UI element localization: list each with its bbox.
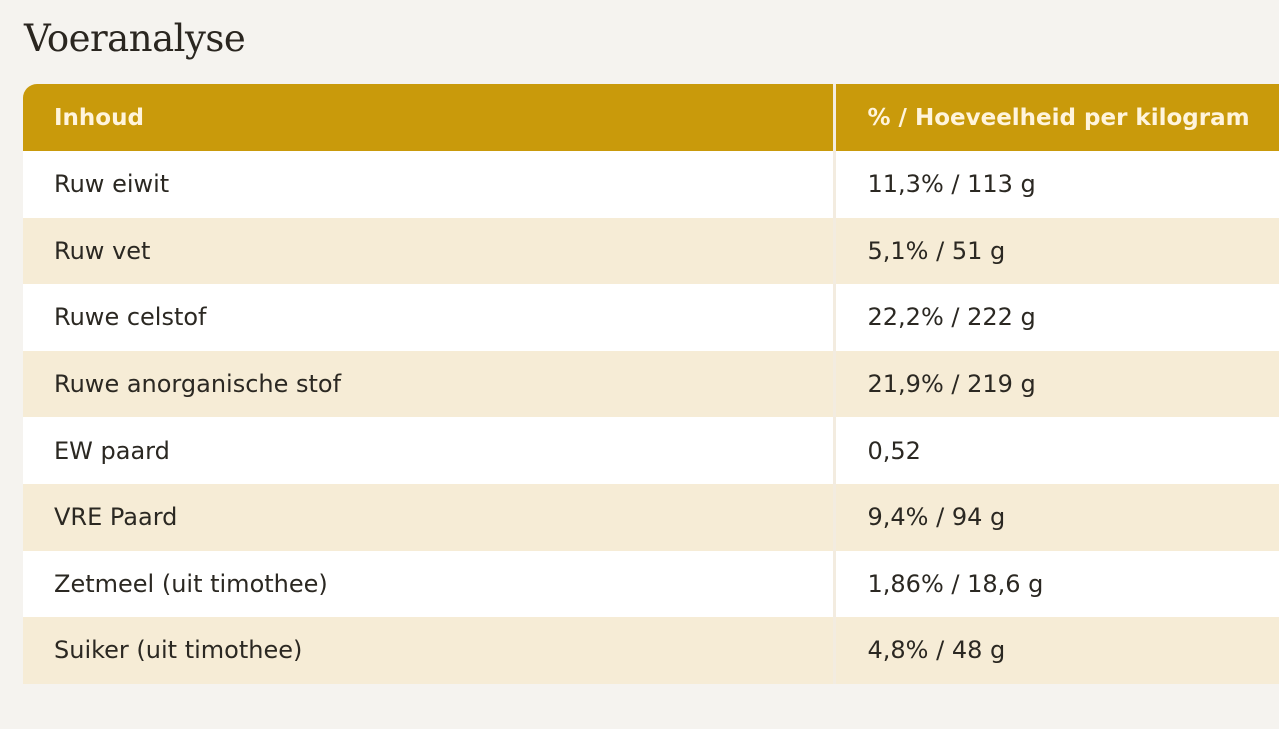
- table-row: EW paard 0,52: [23, 417, 1279, 484]
- table-row: Suiker (uit timothee) 4,8% / 48 g: [23, 617, 1279, 684]
- page-title: Voeranalyse: [24, 17, 246, 60]
- table-row: VRE Paard 9,4% / 94 g: [23, 483, 1279, 551]
- table-header: Inhoud % / Hoeveelheid per kilogram: [23, 84, 1279, 151]
- column-header-amount: % / Hoeveelheid per kilogram: [867, 104, 1250, 131]
- nutrient-amount: 5,1% / 51 g: [867, 236, 1006, 265]
- table-header-row: Inhoud % / Hoeveelheid per kilogram: [23, 84, 1279, 151]
- nutrient-name: Zetmeel (uit timothee): [23, 550, 836, 618]
- nutrient-amount: 9,4% / 94 g: [867, 503, 1006, 532]
- column-header-content: Inhoud: [23, 84, 836, 151]
- nutrient-amount: 0,52: [867, 436, 921, 465]
- nutrient-amount: 1,86% / 18,6 g: [867, 569, 1044, 598]
- nutrient-name: Ruwe anorganische stof: [23, 350, 836, 418]
- nutrient-amount: 22,2% / 222 g: [867, 303, 1036, 332]
- nutrient-name: Ruwe celstof: [23, 284, 836, 351]
- nutrient-amount: 4,8% / 48 g: [867, 636, 1006, 665]
- table-row: Ruw vet 5,1% / 51 g: [23, 217, 1279, 285]
- table-row: Zetmeel (uit timothee) 1,86% / 18,6 g: [23, 550, 1279, 618]
- table-body: Ruw eiwit 11,3% / 113 g Ruw vet 5,1% / 5…: [23, 151, 1279, 684]
- nutrient-amount: 21,9% / 219 g: [867, 370, 1036, 399]
- nutrient-name: VRE Paard: [23, 483, 836, 551]
- feed-analysis-table-container: Inhoud % / Hoeveelheid per kilogram Ruw …: [23, 84, 1279, 684]
- table-row: Ruwe celstof 22,2% / 222 g: [23, 284, 1279, 351]
- nutrient-name: EW paard: [23, 417, 836, 484]
- table-row: Ruw eiwit 11,3% / 113 g: [23, 151, 1279, 218]
- feed-analysis-table: Inhoud % / Hoeveelheid per kilogram Ruw …: [23, 84, 1279, 684]
- nutrient-name: Ruw eiwit: [23, 151, 836, 218]
- table-row: Ruwe anorganische stof 21,9% / 219 g: [23, 350, 1279, 418]
- nutrient-name: Ruw vet: [23, 217, 836, 285]
- nutrient-amount: 11,3% / 113 g: [867, 170, 1036, 199]
- nutrient-name: Suiker (uit timothee): [23, 617, 836, 684]
